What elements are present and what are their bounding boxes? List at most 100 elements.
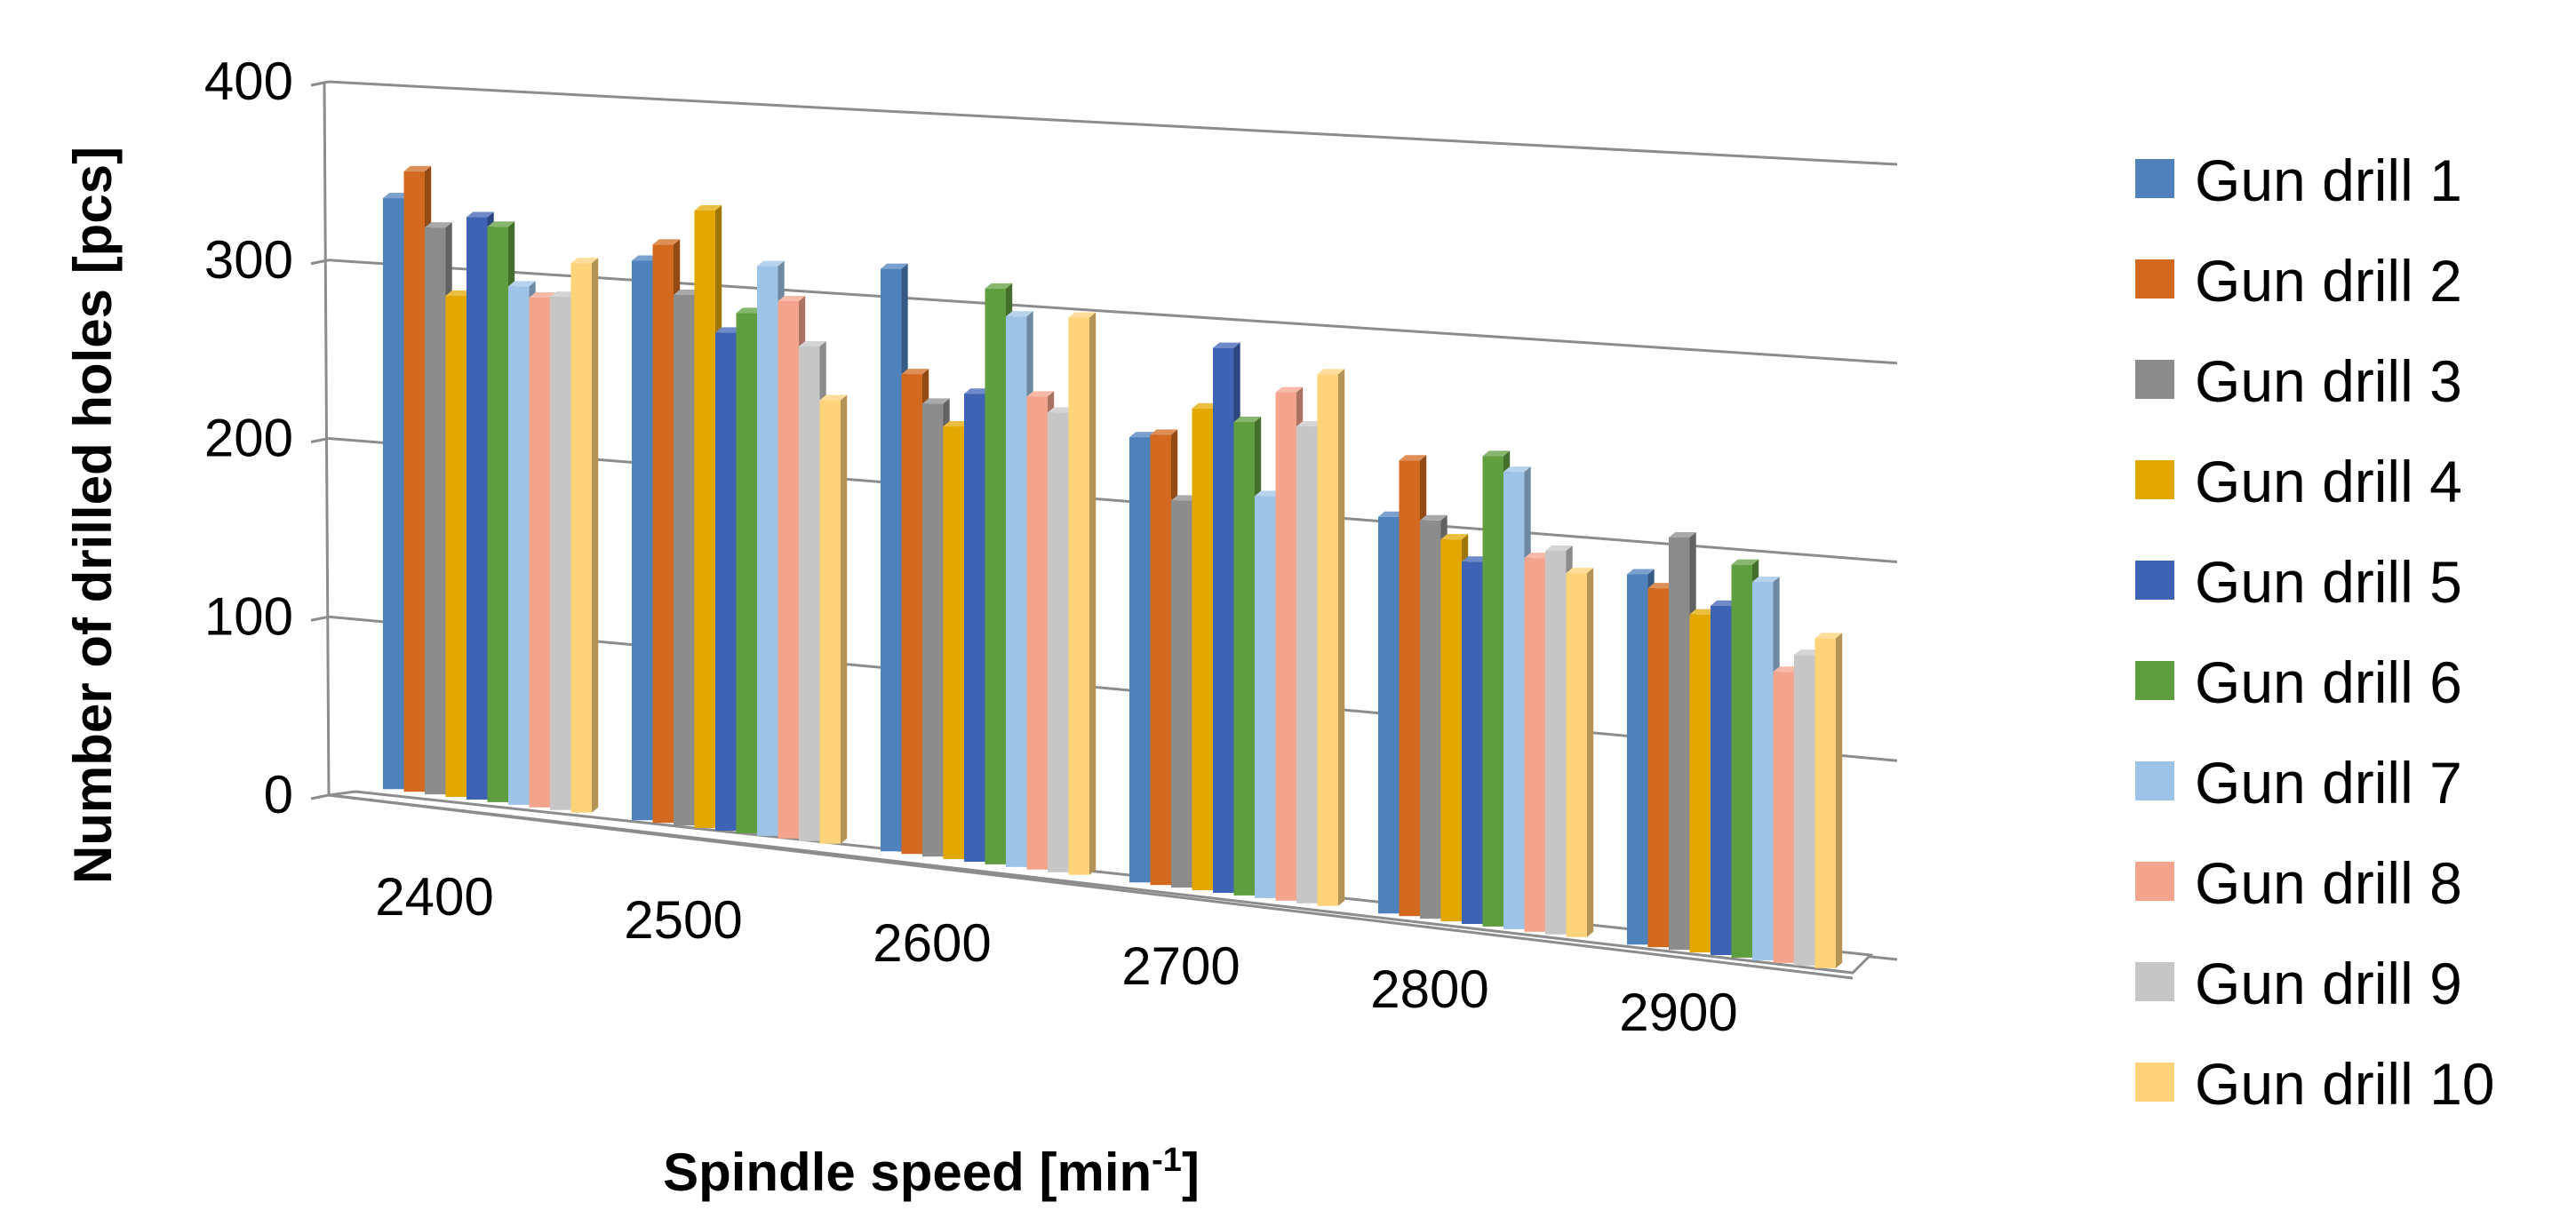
bar-top [652,239,681,245]
bar-top [1794,649,1822,656]
bar-front [922,403,944,857]
bar-top [736,307,764,314]
bar-top [1150,429,1178,435]
bar-front [1026,396,1048,870]
bar-front [1420,520,1441,920]
bar-front [1378,516,1400,914]
bar-front [1296,426,1318,904]
bar-front [1711,605,1732,955]
bar-top [1627,569,1655,575]
bar-top [1192,402,1220,409]
bar-top [1503,466,1531,473]
bar-top [1814,633,1843,639]
gridline-400 [328,80,1898,166]
x-tick-label: 2400 [375,867,493,927]
legend-swatch [2135,962,2174,1001]
bar-front [757,266,778,836]
bar-side [1089,312,1097,875]
bar-front [529,298,550,808]
x-tick-labels: 2400 2500 2600 2700 2800 2900 [375,867,1737,1042]
bar-top [1213,342,1240,348]
legend-label: Gun drill 5 [2195,549,2462,615]
bar-front [694,211,715,829]
bar-top [1731,559,1759,565]
y-tick-mark [310,80,330,87]
bar-top [1026,391,1055,397]
bar-top [674,290,701,296]
x-axis-title-end: ] [1182,1142,1200,1202]
bar-top [1068,312,1097,318]
legend-swatch [2135,460,2174,499]
bar-front [985,288,1006,864]
bar-front [1689,614,1711,953]
y-axis-line [323,81,331,796]
bar-top [550,291,578,298]
bar-top [425,222,452,228]
bar-front [1773,672,1794,963]
bar-front [1524,558,1545,932]
bar-front [1068,317,1089,875]
bar-top [403,165,432,171]
x-axis-line [328,793,1854,980]
bar-front [1794,655,1815,966]
bar-top [1440,534,1469,540]
bar [819,394,848,844]
bar-top [1773,666,1801,673]
y-tick-label: 100 [204,586,293,646]
bar-top [901,369,929,375]
y-tick-labels: 0 100 200 300 400 [204,52,293,824]
legend-label: Gun drill 10 [2195,1051,2495,1117]
bar-top [445,291,474,297]
bar-top [778,296,806,302]
bar-front [1150,434,1171,886]
bar-front [901,374,922,855]
bar-top [632,255,659,261]
bar-side [592,258,599,813]
bar-front [819,400,841,844]
bar-top [1275,386,1304,393]
legend-swatch [2135,159,2174,198]
bar [570,258,599,813]
legend-swatch [2135,862,2174,901]
bar-front [1275,392,1296,901]
x-tick-label: 2900 [1619,983,1737,1042]
bar-front [1669,537,1690,951]
x-axis-title-superscript: -1 [1152,1142,1182,1179]
bar-top [715,327,743,333]
x-axis-title-main: Spindle speed [min [663,1142,1152,1202]
bar-front [1482,456,1503,927]
legend-label: Gun drill 6 [2195,649,2462,715]
bar-front [1647,588,1669,948]
legend-label: Gun drill 4 [2195,449,2462,514]
x-tick-label: 2800 [1370,959,1488,1019]
bar-front [1213,347,1234,893]
bar-front [964,394,985,862]
bar-front [632,260,653,821]
bar-top [1752,576,1780,582]
bar-top [1048,407,1075,413]
bar-top [922,398,950,404]
bar-front [1627,574,1648,945]
x-tick-label: 2700 [1121,936,1240,996]
chart-axes [323,81,1874,980]
legend-swatch [2135,1063,2174,1102]
bar-front [403,171,425,792]
bar-top [985,283,1013,289]
x-tick-label: 2500 [624,890,742,950]
legend-label: Gun drill 2 [2195,248,2462,314]
floor-plane [328,790,1874,975]
bar-top [383,193,411,199]
bar-top [1255,490,1282,497]
bar-top [487,221,515,227]
bar-front [1440,539,1462,922]
legend-swatch [2135,259,2174,299]
bar-front [550,297,571,810]
bar-top [467,211,494,218]
bar-front [467,217,488,800]
bar-front [1192,408,1213,891]
bar-front [778,301,799,839]
y-tick-mark [310,615,330,622]
bar-top [819,394,848,401]
bar-front [1752,581,1774,960]
y-tick-label: 0 [264,765,293,824]
